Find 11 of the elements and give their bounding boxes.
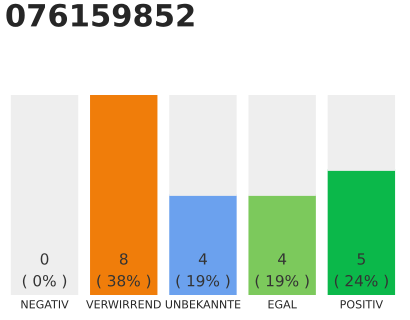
x-tick-label: POSITIV — [340, 300, 383, 308]
data-label: 5 ( 24% ) — [334, 253, 388, 288]
data-label: 4 ( 19% ) — [176, 253, 230, 288]
data-label: 0 ( 0% ) — [22, 253, 66, 288]
x-tick-label: UNBEKANNTE — [166, 300, 240, 308]
x-tick-label: VERWIRREND — [86, 300, 161, 308]
data-label: 8 ( 38% ) — [97, 253, 150, 288]
data-label: 4 ( 19% ) — [256, 253, 309, 288]
chart-title: 076159852 — [6, 4, 194, 27]
x-tick-label: EGAL — [268, 300, 297, 308]
x-tick-label: NEGATIV — [21, 300, 69, 308]
